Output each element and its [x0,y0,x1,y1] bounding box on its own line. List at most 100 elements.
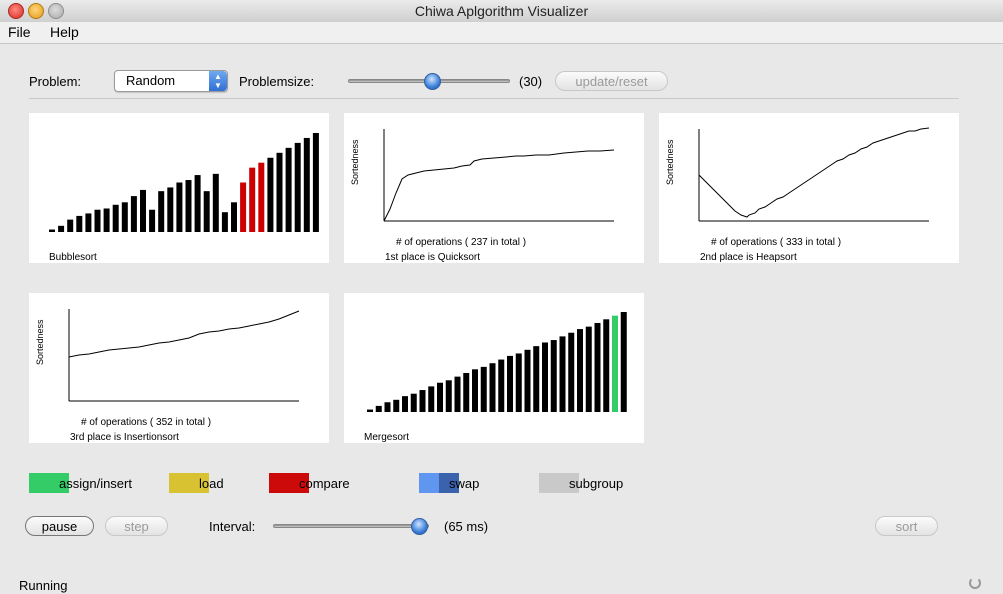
sort-bar [419,390,426,412]
quicksort-place-label: 1st place is Quicksort [385,252,481,263]
sort-bar [203,191,210,232]
sort-bar [463,372,470,412]
minimize-window-button[interactable] [28,3,44,19]
sort-bar [428,386,435,412]
sort-bar [312,133,319,232]
title-bar: Chiwa Aplgorithm Visualizer [0,0,1003,23]
sort-bar [489,363,496,412]
sort-bar [393,399,400,412]
sort-bar [533,346,540,412]
sort-bar [76,215,83,232]
heapsort-ops-label: # of operations ( 333 in total ) [711,237,842,248]
sort-bar [249,167,256,232]
sort-bar [384,402,391,412]
sort-bar [594,322,601,412]
legend-swatch [419,473,439,493]
sort-bar [158,191,165,232]
sort-bar [49,229,55,232]
problem-select[interactable]: Random ▲ ▼ [114,70,228,92]
sort-bar [507,355,513,412]
sort-bar [472,369,478,412]
sort-button[interactable]: sort [875,516,938,536]
sort-bar [303,137,310,232]
sort-bar [221,212,228,232]
menu-file[interactable]: File [8,24,31,40]
zoom-window-button[interactable] [48,3,64,19]
sort-bar [524,349,531,412]
select-arrows-icon: ▲ ▼ [209,71,227,91]
legend-swatch [269,473,309,493]
insertionsort-ops-label: # of operations ( 352 in total ) [81,417,212,428]
menu-bar: File Help [0,22,1003,44]
mergesort-panel: Mergesort [344,293,644,443]
sort-bar [267,157,274,232]
sort-bar [149,209,156,232]
sort-bar [294,142,301,232]
heapsort-sortedness-chart [698,127,930,222]
sort-bar [568,332,575,412]
close-window-button[interactable] [8,3,24,19]
problem-label: Problem: [29,74,82,89]
legend-label: subgroup [569,476,624,491]
sort-bar [276,152,283,232]
problemsize-label: Problemsize: [239,74,315,89]
pause-button[interactable]: pause [25,516,94,536]
sortedness-line [383,149,615,222]
sort-bar [402,396,408,412]
sort-bar [58,225,65,232]
mergesort-label: Mergesort [364,432,410,443]
sort-bar [212,173,219,232]
legend-swatch [539,473,579,493]
sort-bar [410,393,417,412]
sort-bar [550,340,557,412]
legend-label: swap [449,476,480,491]
insertionsort-place-label: 3rd place is Insertionsort [70,432,179,443]
sort-bar [167,187,174,232]
sort-bar [112,204,119,232]
sort-bar [612,315,618,412]
interval-slider[interactable] [273,524,429,528]
bubblesort-panel: Bubblesort [29,113,329,263]
sort-bar [585,326,592,412]
sort-bar [620,312,627,412]
sort-bar [454,376,461,412]
menu-help[interactable]: Help [50,24,79,40]
sort-bar [375,405,382,412]
sort-bar [577,329,583,412]
sort-bar [480,366,487,412]
sort-bar [67,219,74,232]
sort-bar [121,202,128,232]
problemsize-slider-knob[interactable] [424,73,442,90]
update-reset-button[interactable]: update/reset [555,71,668,91]
interval-value: (65 ms) [444,519,489,534]
window-title: Chiwa Aplgorithm Visualizer [414,3,589,19]
legend-label: load [199,476,224,491]
sortedness-line [698,127,930,218]
sort-bar [285,147,292,232]
step-button[interactable]: step [105,516,168,536]
bubblesort-bar-chart [49,133,319,232]
legend-swatch [29,473,69,493]
sort-bar [498,359,505,412]
sort-bar [85,213,92,232]
problem-select-value: Random [126,73,176,88]
sort-bar [367,409,373,412]
sort-bar [515,353,522,412]
sort-bar [603,319,610,412]
sort-bar [185,180,192,232]
progress-spinner-icon [969,577,981,589]
heapsort-panel: Sortedness # of operations ( 333 in tota… [659,113,959,263]
sort-bar [437,382,443,412]
interval-slider-knob[interactable] [411,518,429,535]
legend-label: compare [299,476,350,491]
mergesort-bar-chart [367,312,627,412]
bubblesort-label: Bubblesort [49,252,97,263]
legend-swatch [169,473,209,493]
quicksort-sortedness-chart [383,129,615,222]
sort-bar [445,380,452,412]
sort-bar [542,342,548,412]
quicksort-ops-label: # of operations ( 237 in total ) [396,237,527,248]
sort-bar [176,182,183,232]
insertionsort-y-label: Sortedness [35,319,45,365]
sort-bar [231,202,237,232]
